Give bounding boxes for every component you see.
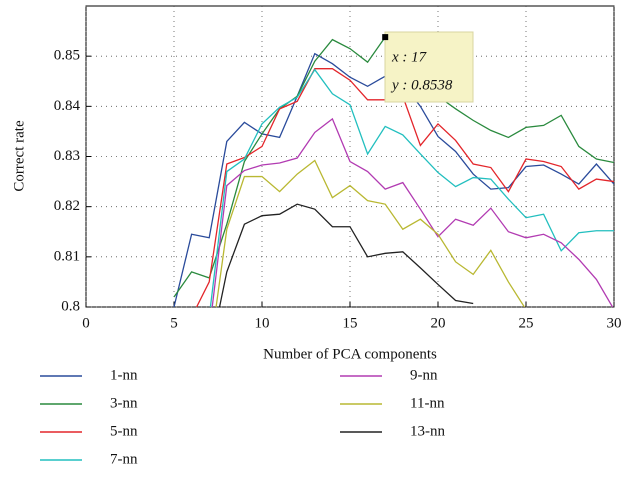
legend-label: 3-nn [110, 395, 138, 411]
y-tick-label: 0.8 [61, 298, 80, 314]
x-tick-label: 5 [170, 315, 178, 331]
y-axis-label: Correct rate [11, 120, 27, 192]
legend-label: 1-nn [110, 367, 138, 383]
y-tick-label: 0.85 [54, 48, 80, 64]
x-tick-label: 0 [82, 315, 90, 331]
y-tick-label: 0.84 [54, 98, 81, 114]
legend-label: 7-nn [110, 451, 138, 467]
series-line [215, 159, 526, 307]
x-tick-label: 10 [255, 315, 270, 331]
datatip-y: y : 0.8538 [390, 77, 453, 93]
datatip-box [384, 31, 474, 103]
x-axis-label: Number of PCA components [263, 346, 437, 362]
y-tick-label: 0.83 [54, 148, 80, 164]
datatip: x : 17 y : 0.8538 [384, 31, 474, 103]
datatip-marker [382, 34, 389, 41]
x-tick-label: 30 [607, 315, 622, 331]
x-tick-label: 15 [343, 315, 358, 331]
datatip-x: x : 17 [391, 49, 428, 65]
series-line [209, 68, 614, 307]
y-tick-label: 0.82 [54, 198, 80, 214]
x-tick-label: 20 [431, 315, 446, 331]
legend-label: 5-nn [110, 423, 138, 439]
legend-label: 13-nn [410, 423, 445, 439]
legend-label: 11-nn [410, 395, 445, 411]
legend-label: 9-nn [410, 367, 438, 383]
legend: 1-nn 3-nn 5-nn 7-nn 9-nn 11-nn 13-nn [40, 367, 445, 467]
x-tick-label: 25 [519, 315, 534, 331]
y-tick-label: 0.81 [54, 248, 80, 264]
series-line [218, 203, 474, 307]
series-line [211, 117, 614, 307]
